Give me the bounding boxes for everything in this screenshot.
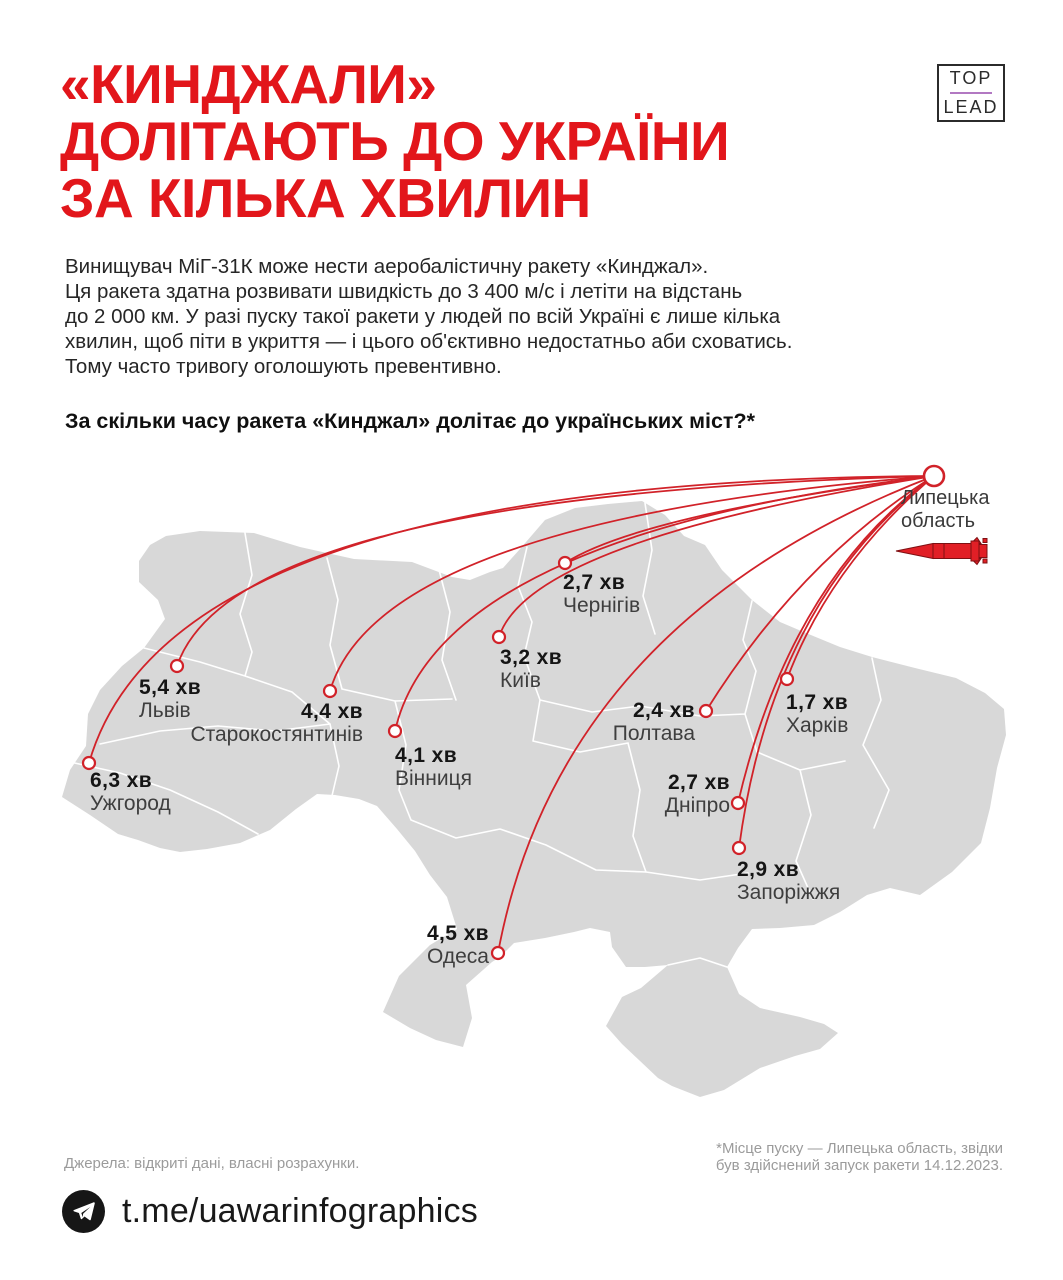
launch-origin-dot — [922, 464, 946, 488]
flight-line-vinnytsia — [394, 475, 935, 732]
telegram-icon — [62, 1190, 105, 1233]
city-name: Полтава — [612, 722, 695, 745]
telegram-handle: t.me/uawarinfographics — [122, 1192, 478, 1230]
city-time: 4,4 хв — [300, 700, 363, 723]
title-line-2: ДОЛІТАЮТЬ ДО УКРАЇНИ — [60, 110, 730, 172]
city-time: 5,4 хв — [139, 676, 202, 699]
missile-icon — [895, 536, 988, 566]
city-label-starokostiantyniv: 4,4 хв Старокостянтинів — [190, 700, 363, 746]
city-name: Чернігів — [563, 594, 641, 617]
city-label-lviv: 5,4 хв Львів — [139, 676, 201, 722]
telegram-link[interactable]: t.me/uawarinfographics — [62, 1190, 478, 1233]
city-time: 6,3 хв — [90, 769, 153, 792]
city-name: Київ — [500, 669, 541, 692]
city-name: Львів — [139, 699, 191, 722]
toplead-logo: TOP LEAD — [937, 64, 1005, 122]
city-dot-chernihiv — [557, 555, 573, 571]
city-label-poltava: 2,4 хв Полтава — [613, 699, 695, 745]
city-name: Запоріжжя — [737, 881, 841, 904]
city-dot-starokostiantyniv — [322, 683, 338, 699]
city-name: Одеса — [427, 945, 489, 968]
city-dot-vinnytsia — [387, 723, 403, 739]
city-label-uzhhorod: 6,3 хв Ужгород — [90, 769, 171, 815]
city-dot-odesa — [490, 945, 506, 961]
city-time: 2,9 хв — [737, 858, 800, 881]
toplead-logo-lead: LEAD — [943, 97, 999, 117]
city-name: Дніпро — [664, 794, 730, 817]
page-title: «КИНДЖАЛИ» ДОЛІТАЮТЬ ДО УКРАЇНИ ЗА КІЛЬК… — [60, 53, 730, 229]
flight-line-lviv — [176, 475, 935, 667]
city-dot-kyiv — [491, 629, 507, 645]
city-name: Харків — [786, 714, 849, 737]
title-line-3: ЗА КІЛЬКА ХВИЛИН — [60, 167, 591, 229]
flight-line-chernihiv — [564, 475, 935, 564]
city-time: 2,7 хв — [667, 771, 730, 794]
sources-note: Джерела: відкриті дані, власні розрахунк… — [64, 1155, 360, 1172]
city-time: 4,1 хв — [395, 744, 458, 767]
title-line-1: «КИНДЖАЛИ» — [60, 53, 437, 115]
city-time: 2,4 хв — [632, 699, 695, 722]
city-label-dnipro: 2,7 хв Дніпро — [665, 771, 730, 817]
city-name: Вінниця — [395, 767, 472, 790]
map-question: За скільки часу ракета «Кинджал» долітає… — [65, 409, 755, 433]
city-time: 2,7 хв — [563, 571, 626, 594]
city-label-zaporizhzhia: 2,9 хв Запоріжжя — [737, 858, 840, 904]
city-label-vinnytsia: 4,1 хв Вінниця — [395, 744, 472, 790]
city-dot-poltava — [698, 703, 714, 719]
toplead-logo-divider — [950, 92, 992, 94]
city-name: Старокостянтинів — [190, 723, 363, 746]
city-label-chernihiv: 2,7 хв Чернігів — [563, 571, 640, 617]
city-dot-dnipro — [730, 795, 746, 811]
city-time: 4,5 хв — [426, 922, 489, 945]
city-dot-zaporizhzhia — [731, 840, 747, 856]
flight-line-odesa — [497, 475, 935, 954]
city-label-kyiv: 3,2 хв Київ — [500, 646, 562, 692]
launch-origin-label: Липецька область — [901, 487, 990, 532]
toplead-logo-top: TOP — [949, 68, 993, 88]
city-time: 1,7 хв — [786, 691, 849, 714]
flight-line-poltava — [705, 475, 935, 712]
city-dot-lviv — [169, 658, 185, 674]
city-name: Ужгород — [90, 792, 171, 815]
ukraine-silhouette — [62, 501, 1006, 1097]
intro-paragraph: Винищувач МіГ-31К може нести аеробалісти… — [65, 255, 793, 378]
city-dot-kharkiv — [779, 671, 795, 687]
city-label-kharkiv: 1,7 хв Харків — [786, 691, 848, 737]
city-label-odesa: 4,5 хв Одеса — [427, 922, 489, 968]
launch-site-footnote: *Місце пуску — Липецька область, звідки … — [715, 1140, 1003, 1174]
city-time: 3,2 хв — [500, 646, 563, 669]
city-dot-uzhhorod — [81, 755, 97, 771]
